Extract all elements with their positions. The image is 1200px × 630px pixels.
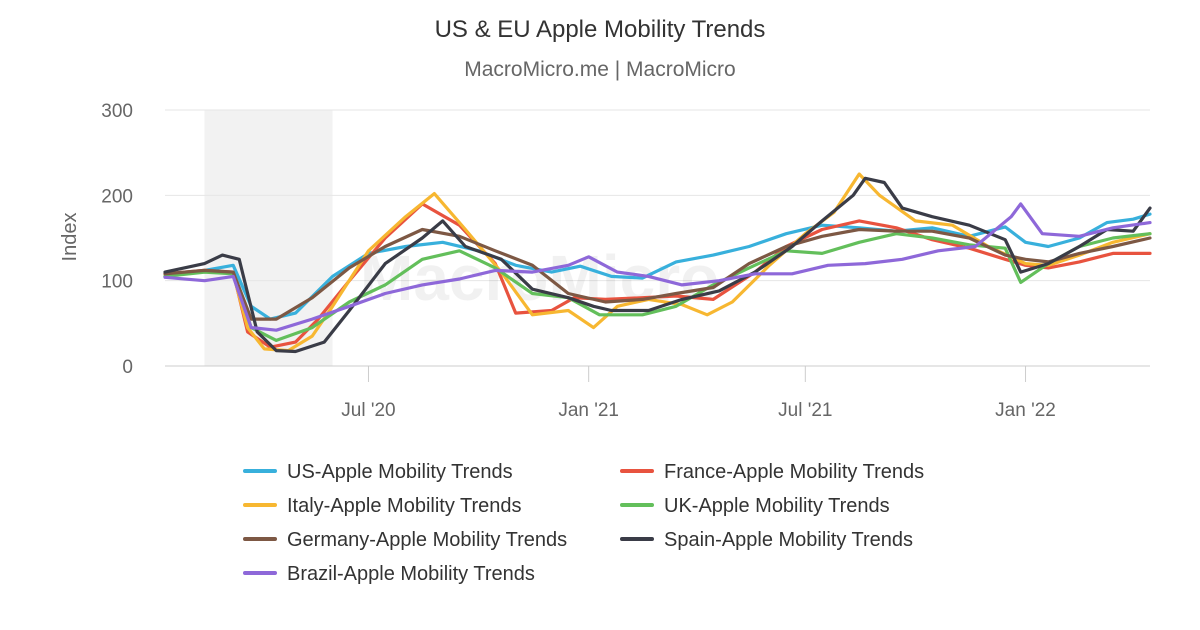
legend-label: US-Apple Mobility Trends (287, 461, 513, 483)
y-tick-label: 100 (101, 272, 133, 293)
series-line-5[interactable] (163, 227, 1152, 321)
series-line-1[interactable] (163, 212, 1152, 321)
legend-item[interactable]: France-Apple Mobility Trends (620, 461, 924, 483)
x-tick-label: Jul '21 (778, 400, 832, 421)
y-tick-label: 200 (101, 186, 133, 207)
axes: 0 100 200 300 Jul '20 Jan '21 Jul '21 Jan '22 (101, 101, 1150, 421)
series-layer (163, 172, 1152, 354)
y-axis-title: Index (59, 213, 81, 262)
x-tick-label: Jan '22 (995, 400, 1056, 421)
legend-label: Italy-Apple Mobility Trends (287, 495, 522, 517)
legend-label: France-Apple Mobility Trends (664, 461, 924, 483)
series-line-7[interactable] (163, 202, 1152, 332)
chart-subtitle: MacroMicro.me | MacroMicro (464, 58, 736, 81)
legend-item[interactable]: US-Apple Mobility Trends (243, 461, 513, 483)
y-tick-label: 0 (122, 357, 133, 378)
shaded-band (204, 110, 333, 366)
series-line-4[interactable] (163, 232, 1152, 342)
x-tick-label: Jul '20 (341, 400, 395, 421)
legend-item[interactable]: UK-Apple Mobility Trends (620, 495, 890, 517)
series-line-6[interactable] (163, 176, 1152, 354)
legend-item[interactable]: Italy-Apple Mobility Trends (243, 495, 522, 517)
series-line-3[interactable] (163, 172, 1152, 353)
chart-title: US & EU Apple Mobility Trends (434, 16, 766, 43)
legend-label: UK-Apple Mobility Trends (664, 495, 890, 517)
legend-item[interactable]: Brazil-Apple Mobility Trends (243, 563, 535, 585)
legend-label: Brazil-Apple Mobility Trends (287, 563, 535, 585)
y-tick-label: 300 (101, 101, 133, 122)
legend-label: Spain-Apple Mobility Trends (664, 529, 913, 551)
legend-item[interactable]: Germany-Apple Mobility Trends (243, 529, 567, 551)
shaded-band-layer (204, 110, 333, 366)
legend: US-Apple Mobility Trends France-Apple Mob… (243, 461, 924, 585)
x-tick-label: Jan '21 (558, 400, 619, 421)
legend-item[interactable]: Spain-Apple Mobility Trends (620, 529, 913, 551)
series-line-2[interactable] (163, 202, 1152, 349)
legend-label: Germany-Apple Mobility Trends (287, 529, 567, 551)
